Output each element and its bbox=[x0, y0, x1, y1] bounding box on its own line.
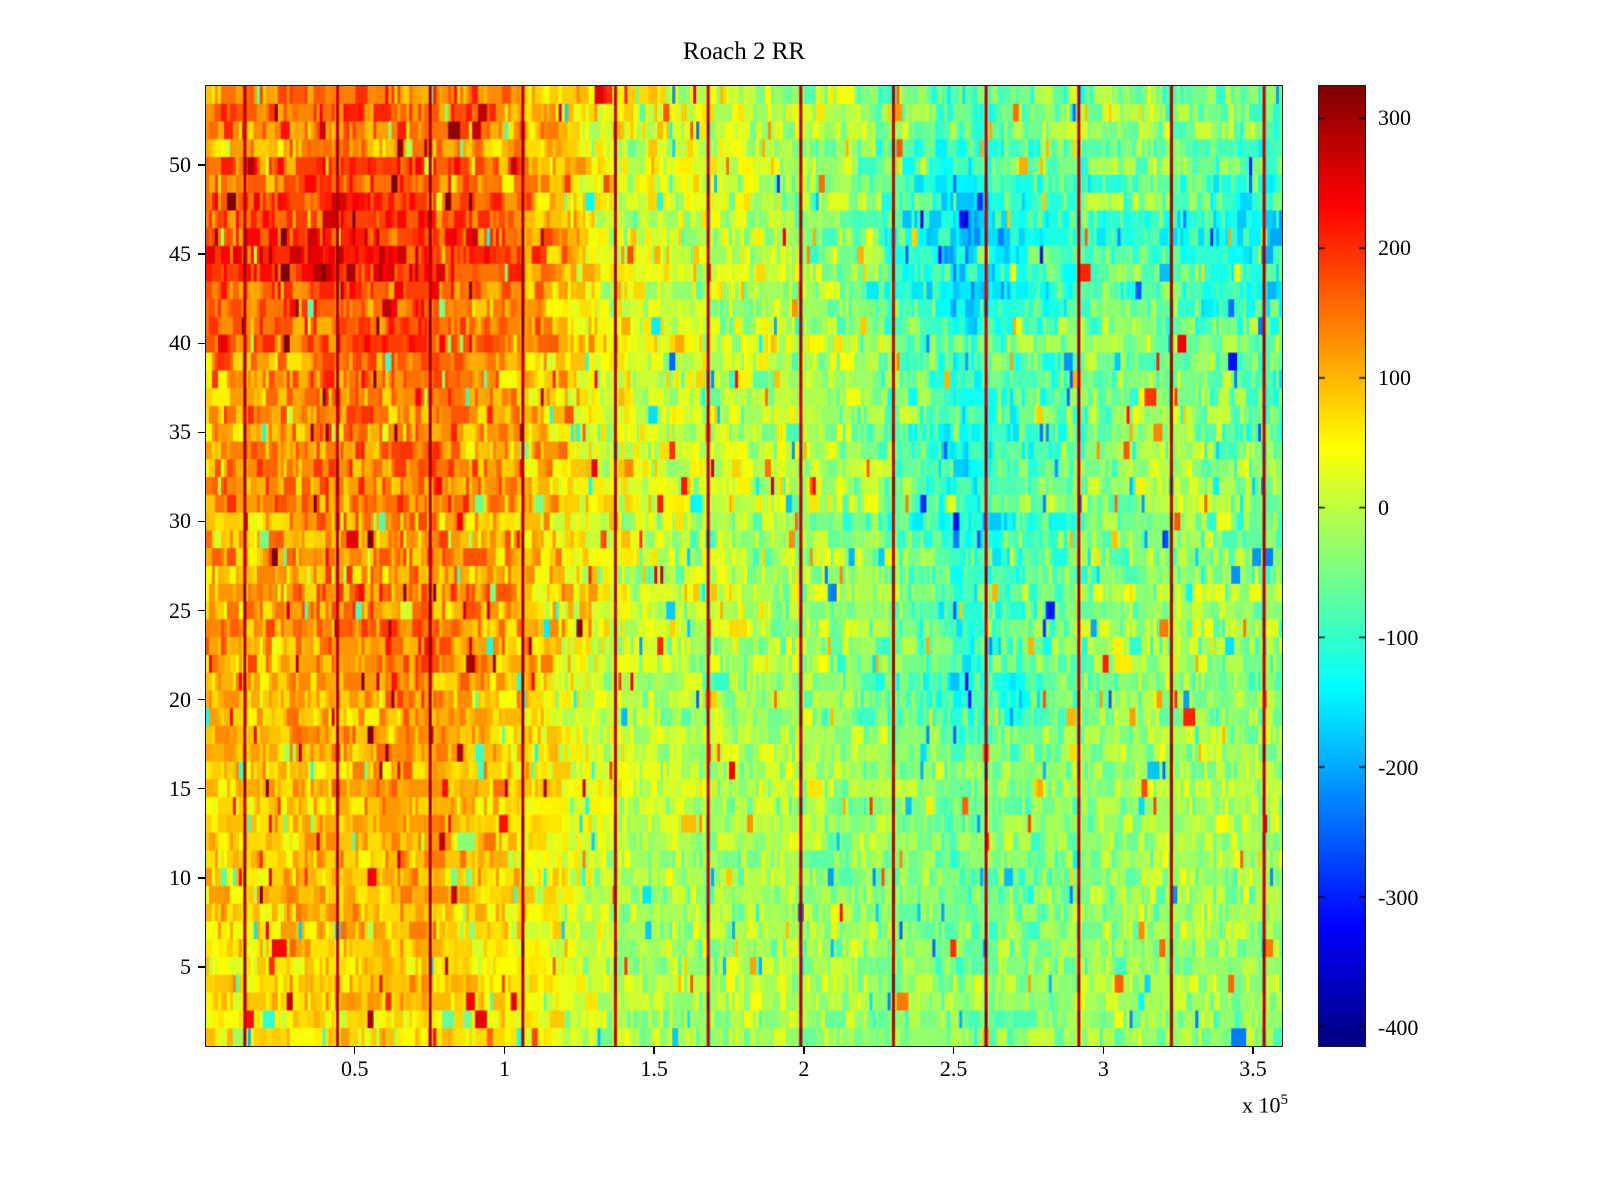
colorbar-tick-label: -100 bbox=[1378, 624, 1419, 650]
y-tick-label: 50 bbox=[169, 152, 191, 178]
colorbar-tick-label: 300 bbox=[1378, 104, 1411, 130]
x-tick-label: 3.5 bbox=[1239, 1056, 1267, 1081]
colorbar-tick-label: 200 bbox=[1378, 234, 1411, 260]
heatmap-canvas bbox=[206, 86, 1282, 1046]
y-tick-label: 30 bbox=[169, 508, 191, 534]
colorbar-tick-label: 100 bbox=[1378, 364, 1411, 390]
chart-title: Roach 2 RR bbox=[682, 38, 806, 65]
y-tick-mark bbox=[198, 609, 205, 612]
x-tick-label: 0.5 bbox=[340, 1056, 369, 1081]
x-tick-label: 3 bbox=[1097, 1056, 1109, 1081]
colorbar-canvas bbox=[1319, 86, 1365, 1046]
x-tick-mark bbox=[503, 1047, 506, 1054]
colorbar-tick-label: -300 bbox=[1378, 884, 1419, 910]
colorbar-tick-label: -400 bbox=[1378, 1014, 1419, 1040]
y-tick-mark bbox=[198, 164, 205, 166]
colorbar-tick-label: -200 bbox=[1378, 754, 1419, 780]
x-tick-label: 1 bbox=[498, 1056, 510, 1081]
colorbar bbox=[1318, 85, 1366, 1047]
y-tick-mark bbox=[198, 253, 205, 255]
x-tick-label: 2.5 bbox=[939, 1056, 968, 1081]
plot-area bbox=[205, 85, 1283, 1047]
y-tick-mark bbox=[198, 520, 205, 523]
x-tick-label: 1.5 bbox=[640, 1056, 668, 1081]
y-tick-label: 25 bbox=[169, 597, 191, 623]
y-tick-label: 45 bbox=[169, 241, 191, 267]
y-tick-mark bbox=[198, 431, 205, 434]
colorbar-tick-label: 0 bbox=[1378, 494, 1389, 520]
x-axis-multiplier-label: x 105 bbox=[1130, 1092, 1288, 1118]
y-tick-mark bbox=[198, 698, 205, 701]
x-axis-multiplier-exponent: 5 bbox=[1280, 1092, 1289, 1108]
x-tick-mark bbox=[1252, 1047, 1254, 1054]
y-tick-label: 10 bbox=[169, 864, 191, 890]
x-tick-label: 2 bbox=[798, 1056, 810, 1081]
x-tick-mark bbox=[653, 1047, 655, 1054]
y-tick-label: 35 bbox=[169, 419, 191, 445]
y-tick-mark bbox=[198, 787, 205, 790]
y-tick-mark bbox=[198, 877, 205, 879]
y-tick-mark bbox=[198, 342, 205, 345]
y-tick-label: 15 bbox=[169, 775, 191, 801]
y-tick-mark bbox=[198, 966, 205, 968]
y-tick-label: 5 bbox=[180, 953, 191, 979]
x-tick-mark bbox=[1102, 1047, 1105, 1054]
x-tick-mark bbox=[353, 1047, 356, 1054]
x-tick-mark bbox=[952, 1047, 955, 1054]
y-tick-label: 20 bbox=[169, 686, 191, 712]
x-tick-mark bbox=[803, 1047, 805, 1054]
y-tick-label: 40 bbox=[169, 330, 191, 356]
x-axis-multiplier-prefix: x 10 bbox=[1242, 1092, 1281, 1118]
